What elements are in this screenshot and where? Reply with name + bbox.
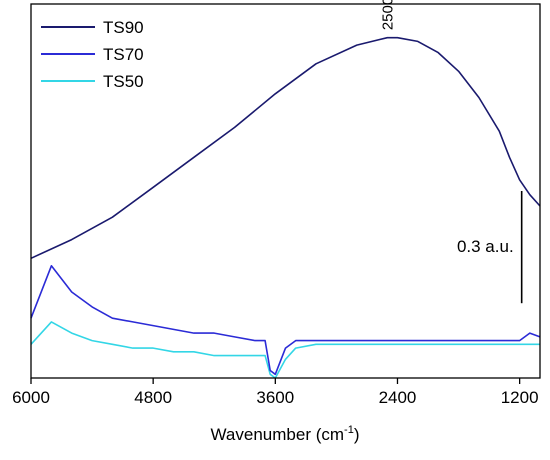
series-line-ts50	[30, 321, 540, 379]
annotations: 2500 0.3 a.u.	[379, 0, 523, 304]
x-axis-label-superscript: -1	[344, 424, 354, 436]
x-tick-label: 4800	[134, 388, 172, 407]
scale-bar-label: 0.3 a.u.	[457, 237, 514, 256]
x-tick-label: 6000	[12, 388, 50, 407]
peak-annotation: 2500	[379, 0, 396, 30]
x-axis-label: Wavenumber (cm-1)	[211, 424, 360, 444]
legend-label-ts70: TS70	[103, 45, 144, 64]
x-tick-label: 3600	[256, 388, 294, 407]
x-tick-label: 2400	[379, 388, 417, 407]
legend: TS90 TS70 TS50	[41, 18, 144, 91]
plot-frame	[30, 3, 541, 379]
x-axis-label-close: )	[354, 425, 360, 444]
series-line-ts70	[30, 265, 541, 376]
x-axis: 6000 4800 3600 2400 1200	[12, 378, 539, 407]
legend-label-ts50: TS50	[103, 72, 144, 91]
series-line-ts90	[30, 36, 541, 260]
series-layer	[30, 36, 541, 379]
legend-label-ts90: TS90	[103, 18, 144, 37]
x-tick-label: 1200	[501, 388, 539, 407]
